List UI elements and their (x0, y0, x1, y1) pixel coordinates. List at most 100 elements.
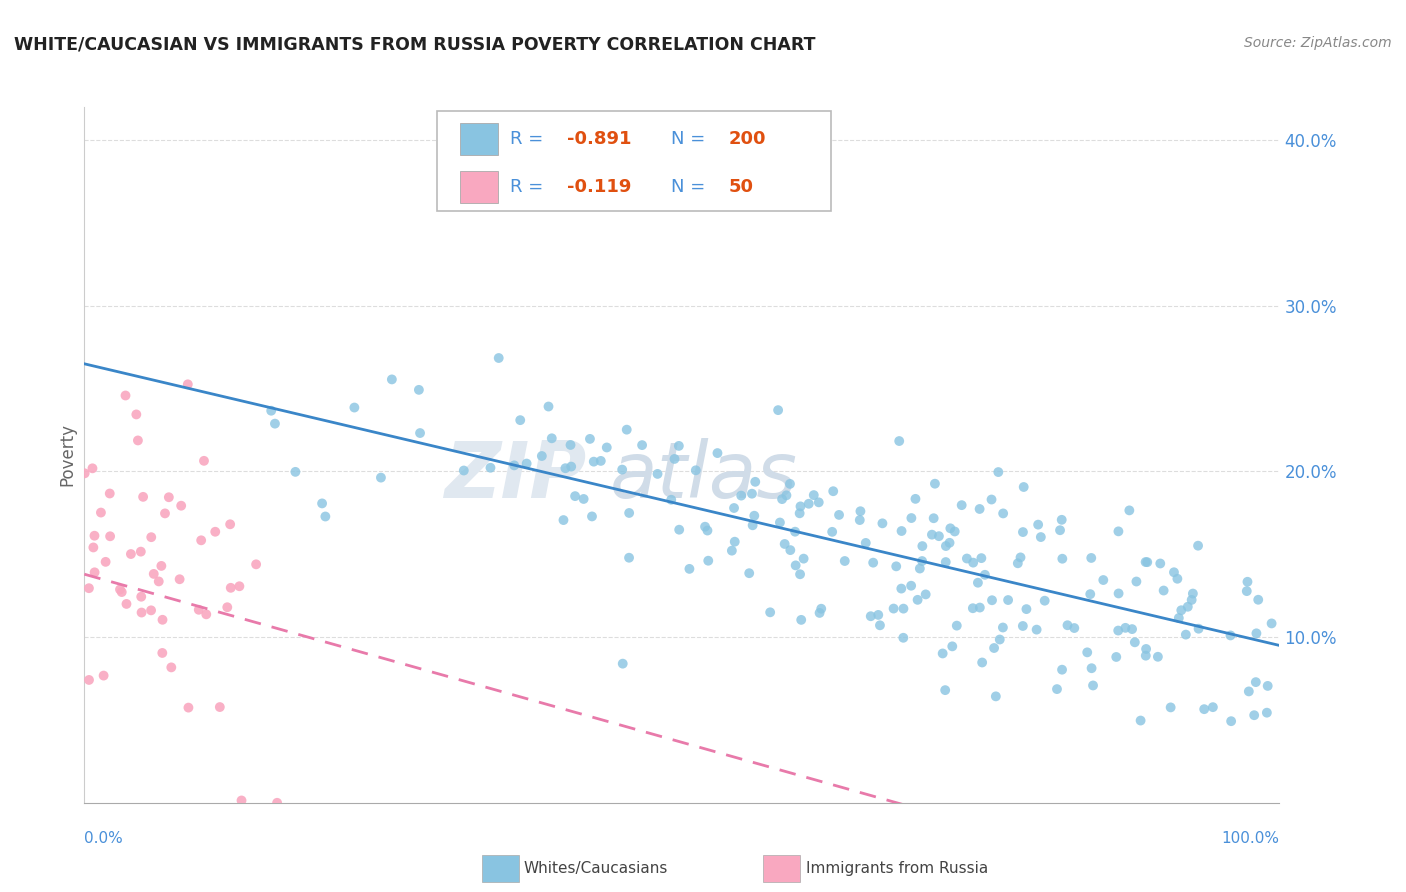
Point (148, 574, 170, 589)
Point (983, 640, 1005, 655)
Point (1236, 574, 1258, 589)
Point (721, 543, 744, 558)
Point (127, 434, 149, 448)
Point (790, 613, 813, 627)
Point (981, 593, 1004, 607)
Point (823, 484, 845, 499)
Point (82, 541, 104, 555)
Point (284, 465, 307, 479)
Point (120, 547, 142, 561)
Point (409, 425, 432, 440)
Point (219, 581, 242, 595)
Point (1256, 706, 1278, 720)
Point (540, 431, 562, 445)
Point (612, 462, 634, 476)
Point (153, 507, 176, 521)
Point (869, 618, 891, 632)
FancyBboxPatch shape (460, 171, 498, 203)
Point (1246, 626, 1268, 640)
Point (1135, 642, 1157, 657)
Point (1170, 603, 1192, 617)
Point (631, 438, 654, 452)
Point (997, 593, 1019, 607)
Point (769, 516, 792, 530)
Point (90, 506, 112, 520)
Text: Source: ZipAtlas.com: Source: ZipAtlas.com (1244, 36, 1392, 50)
Point (723, 501, 745, 516)
Point (217, 600, 239, 615)
Point (1236, 584, 1258, 599)
Point (94, 555, 117, 569)
Point (647, 467, 669, 481)
Point (741, 486, 763, 500)
Point (139, 603, 162, 617)
Point (724, 534, 747, 549)
Point (1108, 586, 1130, 600)
Point (596, 441, 619, 455)
Point (560, 438, 582, 452)
Point (783, 524, 806, 539)
Point (152, 613, 174, 627)
Point (911, 539, 934, 553)
Point (1247, 592, 1270, 607)
Point (453, 463, 475, 477)
Point (900, 579, 922, 593)
Point (890, 524, 912, 538)
Y-axis label: Poverty: Poverty (58, 424, 76, 486)
Text: Whites/Caucasians: Whites/Caucasians (523, 862, 668, 876)
Point (803, 488, 825, 502)
Point (773, 537, 796, 551)
Point (738, 566, 761, 581)
Point (808, 606, 831, 620)
Point (1107, 624, 1129, 638)
Text: 100.0%: 100.0% (1222, 830, 1279, 846)
Point (187, 603, 209, 617)
Point (828, 508, 851, 522)
Text: -0.119: -0.119 (567, 178, 631, 196)
Point (1015, 602, 1038, 616)
Point (560, 459, 582, 474)
Point (1025, 623, 1047, 637)
Point (129, 544, 152, 558)
Point (1078, 587, 1101, 601)
Point (141, 530, 163, 544)
Point (1153, 583, 1175, 598)
Point (907, 592, 929, 607)
Point (589, 454, 612, 468)
Point (1118, 503, 1140, 517)
Point (943, 524, 966, 539)
Point (970, 551, 993, 566)
Point (664, 451, 686, 466)
Point (1166, 572, 1188, 586)
Point (1076, 645, 1098, 659)
Point (1135, 555, 1157, 569)
Point (779, 543, 801, 558)
Text: WHITE/CAUCASIAN VS IMMIGRANTS FROM RUSSIA POVERTY CORRELATION CHART: WHITE/CAUCASIAN VS IMMIGRANTS FROM RUSSI… (14, 36, 815, 54)
Point (988, 632, 1011, 647)
Point (668, 439, 690, 453)
Point (1219, 628, 1241, 642)
Text: 200: 200 (728, 130, 766, 148)
Point (810, 601, 832, 615)
Point (868, 607, 890, 622)
Point (834, 554, 856, 568)
Point (132, 490, 155, 504)
Point (1012, 480, 1035, 494)
Point (793, 551, 815, 566)
Point (1050, 663, 1073, 677)
Point (1114, 621, 1136, 635)
Point (775, 488, 797, 502)
Point (1135, 648, 1157, 663)
Point (1121, 622, 1143, 636)
Point (987, 465, 1010, 479)
Point (893, 601, 915, 615)
Point (908, 561, 931, 575)
Point (108, 582, 131, 597)
Point (956, 551, 979, 566)
Point (785, 558, 807, 573)
Point (479, 460, 502, 475)
Point (195, 607, 218, 622)
Point (797, 497, 820, 511)
Point (921, 527, 943, 541)
Point (900, 511, 922, 525)
